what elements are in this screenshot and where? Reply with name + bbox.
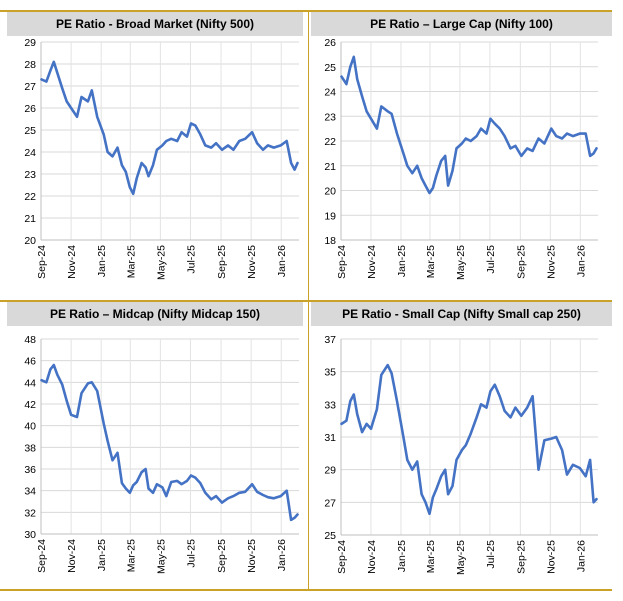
- y-tick-label: 23: [324, 111, 336, 123]
- y-tick-label: 21: [324, 161, 336, 173]
- series-line: [40, 363, 299, 522]
- y-tick-label: 25: [324, 530, 336, 542]
- y-tick-label: 25: [24, 125, 36, 137]
- y-tick-label: 29: [324, 465, 336, 477]
- y-tick-label: 37: [324, 334, 336, 346]
- y-tick-label: 28: [24, 59, 36, 71]
- x-tick-label: May-25: [155, 245, 167, 280]
- y-tick-label: 48: [24, 334, 36, 346]
- x-tick-label: Jan-25: [96, 539, 108, 571]
- series-line: [340, 363, 598, 516]
- x-tick-label: Jan-25: [396, 245, 408, 277]
- y-tick-label: 22: [24, 191, 36, 203]
- y-tick-label: 29: [24, 37, 36, 49]
- y-tick-label: 19: [324, 210, 336, 222]
- x-tick-label: Nov-25: [246, 539, 258, 573]
- x-tick-label: Nov-25: [545, 540, 557, 574]
- y-tick-label: 24: [24, 147, 36, 159]
- y-tick-label: 40: [24, 421, 36, 433]
- x-tick-label: Jan-26: [276, 539, 288, 571]
- x-tick-label: Sep-25: [216, 245, 228, 279]
- chart-panel-broad-market: PE Ratio - Broad Market (Nifty 500) 20 21…: [7, 12, 303, 300]
- y-tick-label: 46: [24, 356, 36, 368]
- x-tick-label: Mar-25: [125, 539, 137, 572]
- x-tick-label: Jul-25: [485, 245, 497, 274]
- x-tick-label: Sep-25: [515, 540, 527, 574]
- chart-panel-small-cap: PE Ratio - Small Cap (Nifty Small cap 25…: [311, 302, 612, 589]
- chart-panel-large-cap: PE Ratio – Large Cap (Nifty 100) 18 19 20 2…: [311, 12, 612, 300]
- y-tick-label: 24: [324, 87, 336, 99]
- chart-svg: 18 19 20 21 22 23 24 25 26 Sep-24 Nov-24 Jan-25 Mar-…: [324, 37, 598, 280]
- x-tick-label: Sep-25: [216, 539, 228, 573]
- x-tick-label: Nov-24: [366, 540, 378, 574]
- y-tick-label: 42: [24, 399, 36, 411]
- x-tick-label: Nov-24: [366, 245, 378, 279]
- y-tick-label: 26: [24, 103, 36, 115]
- y-tick-label: 36: [24, 464, 36, 476]
- series-line: [340, 55, 598, 195]
- x-tick-label: Jul-25: [485, 540, 497, 569]
- y-tick-label: 44: [24, 377, 36, 389]
- x-tick-label: Mar-25: [125, 245, 137, 278]
- chart-title: PE Ratio – Large Cap (Nifty 100): [311, 12, 612, 36]
- chart-title: PE Ratio - Small Cap (Nifty Small cap 25…: [311, 302, 612, 326]
- chart-panel-midcap: PE Ratio – Midcap (Nifty Midcap 150) 30 3…: [7, 302, 303, 589]
- x-tick-label: Nov-24: [66, 245, 78, 279]
- x-tick-label: Jan-26: [575, 540, 587, 572]
- x-tick-label: Nov-25: [246, 245, 258, 279]
- y-tick-label: 18: [324, 235, 336, 247]
- x-tick-label: Nov-25: [545, 245, 557, 279]
- y-tick-label: 31: [324, 432, 336, 444]
- x-tick-label: Jan-26: [575, 245, 587, 277]
- chart-svg: 25 27 29 31 33 35 37 Sep-24 Nov-24 Jan-25 Mar-25 Ma…: [324, 334, 598, 575]
- y-tick-label: 33: [324, 399, 336, 411]
- series-line: [40, 60, 299, 196]
- y-tick-label: 35: [324, 367, 336, 379]
- y-tick-label: 34: [24, 486, 36, 498]
- x-tick-label: Jan-25: [396, 540, 408, 572]
- chart-title: PE Ratio – Midcap (Nifty Midcap 150): [7, 302, 303, 326]
- x-tick-label: Jul-25: [185, 245, 197, 274]
- x-tick-label: Jan-25: [96, 245, 108, 277]
- x-tick-label: Sep-24: [336, 540, 348, 574]
- x-tick-label: May-25: [455, 245, 467, 280]
- center-rule: [308, 10, 309, 590]
- x-tick-label: May-25: [155, 539, 167, 574]
- x-tick-label: Jan-26: [276, 245, 288, 277]
- y-tick-label: 30: [24, 529, 36, 541]
- bottom-rule: [0, 589, 612, 591]
- y-tick-label: 26: [324, 37, 336, 49]
- y-tick-label: 38: [24, 442, 36, 454]
- y-tick-label: 27: [324, 497, 336, 509]
- x-tick-label: Sep-25: [515, 245, 527, 279]
- x-tick-label: May-25: [455, 540, 467, 575]
- top-rule: [0, 10, 612, 12]
- x-tick-label: Jul-25: [185, 539, 197, 568]
- y-tick-label: 20: [324, 186, 336, 198]
- y-tick-label: 27: [24, 81, 36, 93]
- chart-title: PE Ratio - Broad Market (Nifty 500): [7, 12, 303, 36]
- x-tick-label: Sep-24: [36, 539, 48, 573]
- y-tick-label: 23: [24, 169, 36, 181]
- y-tick-label: 21: [24, 213, 36, 225]
- x-tick-label: Nov-24: [66, 539, 78, 573]
- y-tick-label: 32: [24, 507, 36, 519]
- x-tick-label: Mar-25: [425, 540, 437, 573]
- x-tick-label: Mar-25: [425, 245, 437, 278]
- middle-rule: [0, 300, 612, 302]
- y-tick-label: 25: [324, 62, 336, 74]
- chart-svg: 20 21 22 23 24 25 26 27 28 29 Sep-24 Nov-24 Jan-25 Ma…: [24, 37, 299, 280]
- y-tick-label: 22: [324, 136, 336, 148]
- chart-svg: 30 32 34 36 38 40 42 44 46 48 Sep-24 Nov-24 Jan-25 Ma…: [24, 334, 299, 574]
- x-tick-label: Sep-24: [336, 245, 348, 279]
- y-tick-label: 20: [24, 235, 36, 247]
- x-tick-label: Sep-24: [36, 245, 48, 279]
